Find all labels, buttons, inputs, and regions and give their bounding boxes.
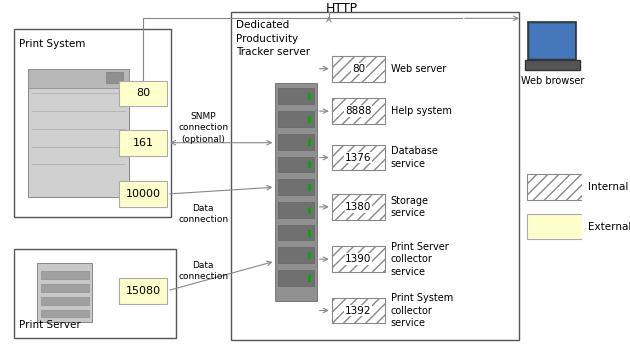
Bar	[41, 297, 89, 304]
Bar	[278, 111, 314, 127]
Bar	[278, 270, 314, 286]
Bar	[119, 80, 167, 106]
Bar	[106, 72, 123, 84]
Text: 1380: 1380	[345, 202, 372, 212]
Bar	[278, 134, 314, 150]
Text: Internal: Internal	[588, 182, 628, 192]
Text: Web server: Web server	[391, 64, 446, 74]
Text: 1392: 1392	[345, 306, 372, 315]
Bar	[41, 271, 89, 279]
Bar	[278, 247, 314, 263]
Text: SNMP
connection
(optional): SNMP connection (optional)	[178, 112, 228, 144]
Bar	[331, 56, 385, 82]
Bar	[278, 179, 314, 195]
Bar	[527, 214, 587, 239]
Bar	[14, 249, 176, 338]
Bar	[278, 156, 314, 172]
Bar	[529, 22, 576, 60]
Bar	[331, 98, 385, 124]
Bar	[275, 84, 317, 301]
Bar	[37, 263, 93, 322]
Text: 15080: 15080	[125, 286, 161, 296]
Text: Dedicated
Productivity
Tracker server: Dedicated Productivity Tracker server	[236, 20, 311, 57]
Bar	[41, 284, 89, 292]
Bar	[41, 309, 89, 317]
Bar	[331, 145, 385, 170]
Bar	[525, 60, 580, 70]
Text: 1376: 1376	[345, 153, 372, 162]
Text: Print System
collector
service: Print System collector service	[391, 293, 453, 328]
Bar	[278, 89, 314, 104]
Text: Print Server: Print Server	[20, 320, 81, 330]
Text: 1390: 1390	[345, 254, 372, 264]
Bar	[331, 194, 385, 220]
Bar	[28, 69, 129, 89]
Text: Database
service: Database service	[391, 146, 438, 169]
Text: 10000: 10000	[125, 189, 161, 199]
Bar	[278, 202, 314, 218]
Text: Print System: Print System	[20, 39, 86, 49]
Bar	[331, 246, 385, 272]
Bar	[530, 24, 575, 58]
Bar	[278, 225, 314, 240]
Text: 8888: 8888	[345, 106, 372, 116]
Text: Storage
service: Storage service	[391, 196, 429, 218]
Text: Help system: Help system	[391, 106, 452, 116]
Bar	[119, 181, 167, 207]
Text: Web browser: Web browser	[521, 76, 584, 86]
Text: 80: 80	[136, 88, 150, 98]
Bar	[231, 13, 519, 340]
Text: 161: 161	[133, 138, 154, 148]
Text: External: External	[588, 222, 630, 232]
Bar	[527, 174, 587, 200]
Text: Data
connection: Data connection	[178, 261, 228, 281]
Bar	[331, 298, 385, 323]
Bar	[119, 130, 167, 155]
Text: Print Server
collector
service: Print Server collector service	[391, 242, 449, 276]
Text: 80: 80	[352, 64, 365, 74]
Bar	[14, 29, 171, 217]
Bar	[119, 278, 167, 303]
Text: HTTP: HTTP	[326, 2, 358, 15]
Text: Data
connection: Data connection	[178, 204, 228, 224]
Bar	[28, 69, 129, 197]
